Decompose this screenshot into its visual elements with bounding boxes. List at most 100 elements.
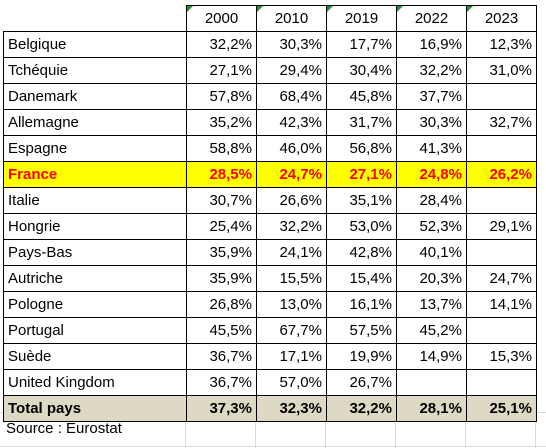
value-cell[interactable] [466,239,537,266]
value-cell[interactable]: 30,7% [186,187,257,214]
country-cell[interactable]: Espagne [3,135,187,162]
value-cell[interactable]: 57,0% [256,369,327,396]
value-cell[interactable]: 12,3% [466,31,537,58]
value-cell[interactable]: 35,2% [186,109,257,136]
value-cell[interactable]: 53,0% [326,213,397,240]
value-cell[interactable]: 17,1% [256,343,327,370]
total-value-cell[interactable]: 28,1% [396,395,467,422]
country-cell[interactable]: Portugal [3,317,187,344]
year-header-cell[interactable]: 2010 [256,5,327,32]
total-value-cell[interactable]: 37,3% [186,395,257,422]
value-cell[interactable]: 52,3% [396,213,467,240]
value-cell[interactable]: 28,5% [186,161,257,188]
value-cell[interactable]: 32,7% [466,109,537,136]
value-cell[interactable] [466,187,537,214]
value-cell[interactable]: 36,7% [186,369,257,396]
corner-cell[interactable] [3,5,187,32]
value-cell[interactable] [466,317,537,344]
value-cell[interactable]: 13,7% [396,291,467,318]
value-cell[interactable] [466,135,537,162]
value-cell[interactable]: 58,8% [186,135,257,162]
value-cell[interactable]: 57,8% [186,83,257,110]
value-cell[interactable]: 24,7% [466,265,537,292]
total-value-cell[interactable]: 32,3% [256,395,327,422]
value-cell[interactable]: 17,7% [326,31,397,58]
value-cell[interactable]: 41,3% [396,135,467,162]
country-cell[interactable]: Suède [3,343,187,370]
value-cell[interactable]: 13,0% [256,291,327,318]
country-cell[interactable]: Italie [3,187,187,214]
country-cell[interactable]: Allemagne [3,109,187,136]
value-cell[interactable]: 29,4% [256,57,327,84]
value-cell[interactable]: 35,9% [186,239,257,266]
value-cell[interactable]: 19,9% [326,343,397,370]
value-cell[interactable] [396,369,467,396]
table-row: Portugal 45,5% 67,7% 57,5% 45,2% [3,317,537,344]
value-cell[interactable]: 31,7% [326,109,397,136]
value-cell[interactable]: 27,1% [186,57,257,84]
value-cell[interactable]: 24,8% [396,161,467,188]
value-cell[interactable] [466,369,537,396]
value-cell[interactable]: 31,0% [466,57,537,84]
year-header-cell[interactable]: 2000 [186,5,257,32]
country-cell[interactable]: Autriche [3,265,187,292]
country-cell[interactable]: Hongrie [3,213,187,240]
country-cell[interactable]: Pays-Bas [3,239,187,266]
value-cell[interactable]: 15,5% [256,265,327,292]
value-cell[interactable]: 20,3% [396,265,467,292]
value-cell[interactable]: 15,3% [466,343,537,370]
value-cell[interactable]: 35,9% [186,265,257,292]
value-cell[interactable]: 14,9% [396,343,467,370]
value-cell[interactable]: 32,2% [186,31,257,58]
value-cell[interactable]: 29,1% [466,213,537,240]
table-row: Tchéquie 27,1% 29,4% 30,4% 32,2% 31,0% [3,57,537,84]
total-label-cell[interactable]: Total pays [3,395,187,422]
value-cell[interactable]: 14,1% [466,291,537,318]
total-value-cell[interactable]: 25,1% [466,395,537,422]
value-cell[interactable]: 15,4% [326,265,397,292]
value-cell[interactable]: 42,3% [256,109,327,136]
country-cell[interactable]: Danemark [3,83,187,110]
value-cell[interactable]: 16,9% [396,31,467,58]
value-cell[interactable]: 25,4% [186,213,257,240]
value-cell[interactable]: 36,7% [186,343,257,370]
value-cell[interactable]: 45,8% [326,83,397,110]
country-cell[interactable]: Pologne [3,291,187,318]
country-cell[interactable]: France [3,161,187,188]
value-cell[interactable]: 56,8% [326,135,397,162]
table-row: Pologne 26,8% 13,0% 16,1% 13,7% 14,1% [3,291,537,318]
total-value-cell[interactable]: 32,2% [326,395,397,422]
value-cell[interactable]: 40,1% [396,239,467,266]
value-cell[interactable]: 35,1% [326,187,397,214]
value-cell[interactable]: 32,2% [256,213,327,240]
value-cell[interactable]: 57,5% [326,317,397,344]
value-cell[interactable]: 37,7% [396,83,467,110]
value-cell[interactable]: 67,7% [256,317,327,344]
value-cell[interactable]: 30,4% [326,57,397,84]
value-cell[interactable]: 68,4% [256,83,327,110]
value-cell[interactable]: 28,4% [396,187,467,214]
value-cell[interactable]: 45,5% [186,317,257,344]
value-cell[interactable]: 24,7% [256,161,327,188]
value-cell[interactable]: 26,8% [186,291,257,318]
country-cell[interactable]: United Kingdom [3,369,187,396]
value-cell[interactable]: 26,2% [466,161,537,188]
year-header-cell[interactable]: 2019 [326,5,397,32]
value-cell[interactable]: 16,1% [326,291,397,318]
value-cell[interactable]: 45,2% [396,317,467,344]
value-cell[interactable] [466,83,537,110]
year-header-cell[interactable]: 2022 [396,5,467,32]
value-cell[interactable]: 26,7% [326,369,397,396]
value-cell[interactable]: 42,8% [326,239,397,266]
value-cell[interactable]: 30,3% [396,109,467,136]
country-cell[interactable]: Belgique [3,31,187,58]
value-cell[interactable]: 24,1% [256,239,327,266]
value-cell[interactable]: 26,6% [256,187,327,214]
value-cell[interactable]: 46,0% [256,135,327,162]
value-cell[interactable]: 32,2% [396,57,467,84]
year-header-cell[interactable]: 2023 [466,5,537,32]
value-cell[interactable]: 27,1% [326,161,397,188]
value-cell[interactable]: 30,3% [256,31,327,58]
country-cell[interactable]: Tchéquie [3,57,187,84]
source-note[interactable]: Source : Eurostat [6,420,122,437]
